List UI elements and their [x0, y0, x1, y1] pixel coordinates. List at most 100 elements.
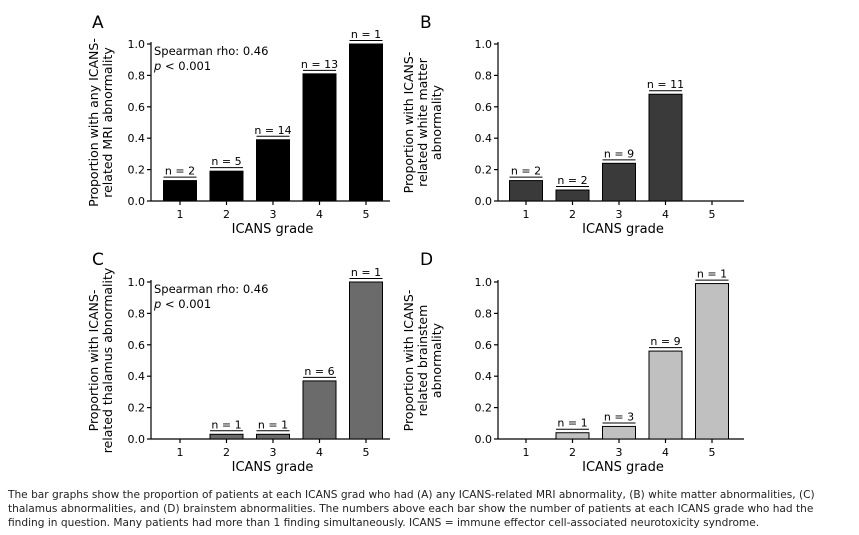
x-tick-label: 1 — [523, 446, 530, 459]
x-tick-label: 4 — [316, 446, 323, 459]
stat-annotation: Spearman rho: 0.46 — [154, 44, 268, 58]
y-tick-label: 0.6 — [475, 339, 493, 352]
y-tick-label: 0.0 — [475, 433, 493, 446]
y-tick-label: 0.4 — [128, 370, 146, 383]
x-tick-label: 4 — [662, 446, 669, 459]
bar-label: n = 1 — [258, 418, 288, 431]
y-tick-label: 0.0 — [128, 195, 146, 208]
x-axis-label: ICANS grade — [582, 222, 664, 237]
y-tick-label: 0.0 — [128, 433, 146, 446]
bar — [349, 43, 383, 202]
bar — [302, 380, 337, 440]
p-value-annotation: p < 0.001 — [153, 59, 211, 73]
bar-label: n = 1 — [351, 28, 381, 41]
y-axis-label: Proportion with ICANS- — [401, 52, 416, 194]
stat-annotation: Spearman rho: 0.46 — [154, 282, 268, 296]
x-tick-label: 3 — [270, 446, 277, 459]
y-axis-label: abnormality — [429, 322, 444, 398]
figure-caption: The bar graphs show the proportion of pa… — [8, 489, 815, 529]
panel-letter: C — [92, 250, 104, 270]
bar — [602, 425, 636, 440]
x-tick-label: 3 — [270, 208, 277, 221]
y-tick-label: 0.6 — [475, 101, 493, 114]
y-axis-label: abnormality — [429, 84, 444, 160]
bar — [602, 162, 636, 202]
y-axis-label: related MRI abnormality — [100, 47, 115, 198]
bar-label: n = 5 — [211, 155, 241, 168]
y-tick-label: 0.8 — [128, 69, 146, 82]
x-tick-label: 4 — [316, 208, 323, 221]
bar-label: n = 1 — [697, 268, 727, 281]
bar — [509, 180, 543, 202]
bar-label: n = 9 — [650, 335, 680, 348]
x-tick-label: 3 — [616, 208, 623, 221]
x-tick-label: 1 — [523, 208, 530, 221]
y-axis-label: related white matter — [415, 57, 430, 187]
x-tick-label: 5 — [709, 446, 716, 459]
y-tick-label: 0.4 — [475, 370, 493, 383]
y-tick-label: 0.8 — [128, 307, 146, 320]
x-axis-label: ICANS grade — [232, 460, 314, 475]
bar-label: n = 14 — [254, 124, 291, 137]
p-value-annotation: p < 0.001 — [153, 297, 211, 311]
y-tick-label: 0.2 — [475, 402, 493, 415]
y-axis-label: Proportion with ICANS- — [86, 290, 101, 432]
bar — [555, 432, 590, 440]
bar-label: n = 13 — [301, 58, 338, 71]
bar-label: n = 1 — [351, 266, 381, 279]
y-tick-label: 0.4 — [475, 132, 493, 145]
bar — [209, 170, 244, 202]
bar-label: n = 9 — [604, 147, 634, 160]
bar-label: n = 2 — [557, 174, 587, 187]
x-tick-label: 5 — [363, 208, 370, 221]
bar-label: n = 1 — [211, 418, 241, 431]
bar — [256, 433, 290, 440]
x-axis-label: ICANS grade — [232, 222, 314, 237]
bar — [695, 283, 729, 440]
x-tick-label: 1 — [177, 208, 184, 221]
y-axis-label: Proportion with ICANS- — [401, 290, 416, 432]
figure-panels: A0.00.20.40.60.81.01n = 22n = 53n = 144n… — [86, 13, 744, 475]
bar-label: n = 2 — [511, 165, 541, 178]
bar — [648, 93, 683, 202]
y-tick-label: 0.2 — [128, 402, 146, 415]
y-tick-label: 1.0 — [128, 38, 146, 51]
y-tick-label: 1.0 — [128, 276, 146, 289]
x-tick-label: 1 — [177, 446, 184, 459]
panel-letter: A — [92, 13, 104, 33]
y-tick-label: 0.2 — [128, 164, 146, 177]
bar-label: n = 1 — [557, 417, 587, 430]
y-tick-label: 0.8 — [475, 307, 493, 320]
bar-label: n = 3 — [604, 410, 634, 423]
bar — [349, 281, 383, 440]
bar — [302, 73, 337, 202]
x-tick-label: 3 — [616, 446, 623, 459]
y-tick-label: 1.0 — [475, 38, 493, 51]
y-tick-label: 0.8 — [475, 69, 493, 82]
bar — [648, 350, 683, 440]
x-tick-label: 2 — [223, 208, 230, 221]
x-tick-label: 5 — [363, 446, 370, 459]
x-tick-label: 2 — [569, 208, 576, 221]
x-tick-label: 2 — [223, 446, 230, 459]
y-tick-label: 0.4 — [128, 132, 146, 145]
bar — [256, 139, 290, 202]
bar-label: n = 6 — [304, 365, 334, 378]
bar — [163, 180, 197, 202]
x-tick-label: 4 — [662, 208, 669, 221]
x-tick-label: 2 — [569, 446, 576, 459]
bar — [209, 433, 244, 440]
x-tick-label: 5 — [709, 208, 716, 221]
y-axis-label: related thalamus abnormality — [100, 267, 115, 453]
y-tick-label: 0.6 — [128, 339, 146, 352]
panel-letter: D — [420, 250, 433, 270]
y-tick-label: 0.6 — [128, 101, 146, 114]
y-axis-label: related brainstem — [415, 305, 430, 417]
y-axis-label: Proportion with any ICANS- — [86, 38, 101, 207]
y-tick-label: 1.0 — [475, 276, 493, 289]
bar-label: n = 2 — [165, 165, 195, 178]
y-tick-label: 0.0 — [475, 195, 493, 208]
bar — [555, 189, 590, 202]
bar-label: n = 11 — [647, 78, 684, 91]
panel-letter: B — [420, 13, 432, 33]
